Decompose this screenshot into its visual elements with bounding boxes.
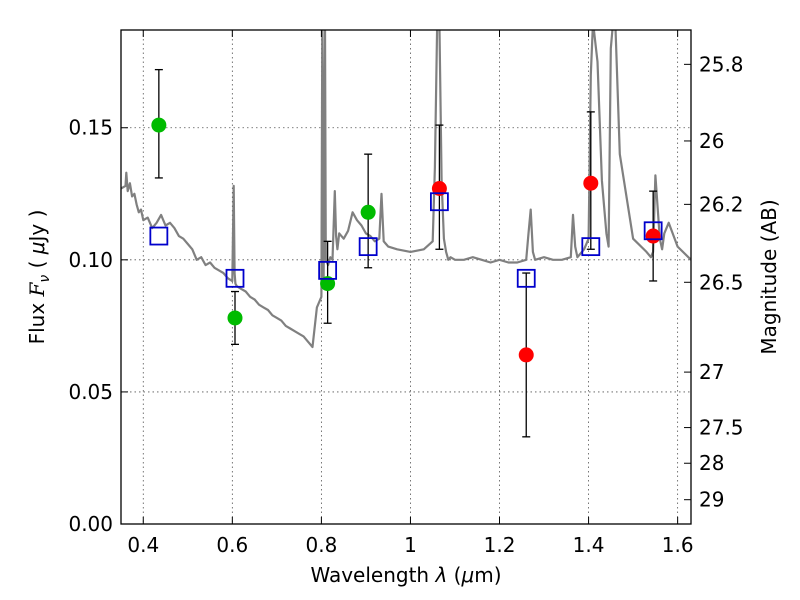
green-observations-point xyxy=(151,117,167,133)
right-tick-label: 29 xyxy=(699,488,724,512)
y-axis-title-unit-rest: Jy ) xyxy=(25,210,49,244)
y-axis-title-unit-open: ( xyxy=(25,254,49,275)
model-photometry-point xyxy=(429,192,449,212)
y-tick-label: 0.00 xyxy=(68,512,113,536)
x-tick-label: 1.6 xyxy=(662,533,694,557)
y-tick-label: 0.05 xyxy=(68,380,113,404)
y-axis-title-symbol: F xyxy=(25,281,49,297)
model-photometry-point xyxy=(318,260,338,280)
right-axis-title: Magnitude (AB) xyxy=(757,199,781,354)
x-tick-label: 0.4 xyxy=(127,533,159,557)
red-observations-point xyxy=(518,347,534,363)
red-observations-point xyxy=(431,181,447,197)
x-axis-title-unit-open: ( xyxy=(447,563,461,587)
right-tick-label: 27.5 xyxy=(699,416,744,440)
y-tick-label: 0.15 xyxy=(68,116,113,140)
template-spectrum-line xyxy=(121,30,691,349)
model-photometry-point xyxy=(225,268,245,288)
axis-ticks-layer: 0.4 0.6 0.8 1 1.2 1.4 1.6 0.00 0.05 0.10 0.15 25.8 2… xyxy=(68,30,744,557)
right-tick-label: 26.5 xyxy=(699,270,744,294)
green-observations-point xyxy=(227,310,243,326)
right-tick-label: 25.8 xyxy=(699,52,744,76)
x-tick-label: 1.4 xyxy=(573,533,605,557)
y-axis-title: Flux Fν ( μJy ) xyxy=(25,210,53,345)
green-observations-point xyxy=(360,204,376,220)
y-axis-title-sub: ν xyxy=(37,275,53,283)
x-tick-label: 0.6 xyxy=(216,533,248,557)
x-axis-title-unit-rest: m) xyxy=(474,563,501,587)
model-photometry-point xyxy=(516,268,536,288)
x-axis-title: Wavelength λ (μm) xyxy=(310,563,501,587)
x-axis-title-unit-mu: μ xyxy=(460,563,474,587)
y-tick-label: 0.10 xyxy=(68,248,113,272)
template-spectrum-layer xyxy=(121,30,691,349)
right-tick-label: 27 xyxy=(699,360,724,384)
x-axis-title-lambda: λ xyxy=(434,563,447,587)
red-observations-point xyxy=(645,228,661,244)
plot-frame xyxy=(120,29,692,525)
right-tick-label: 26 xyxy=(699,129,724,153)
model-photometry-point xyxy=(358,237,378,257)
markers-layer xyxy=(149,117,663,363)
grid-lines xyxy=(121,30,691,525)
x-axis-title-prefix: Wavelength xyxy=(310,563,435,587)
right-tick-label: 26.2 xyxy=(699,192,744,216)
model-photometry-point xyxy=(149,226,169,246)
x-tick-label: 0.8 xyxy=(305,533,337,557)
y-axis-title-unit-mu: μ xyxy=(25,241,49,255)
x-tick-label: 1.2 xyxy=(484,533,516,557)
x-tick-label: 1 xyxy=(404,533,417,557)
right-tick-label: 28 xyxy=(699,451,724,475)
red-observations-point xyxy=(583,175,599,191)
model-photometry-point xyxy=(643,221,663,241)
green-observations-point xyxy=(320,276,336,292)
model-photometry-point xyxy=(581,237,601,257)
y-axis-title-prefix: Flux xyxy=(25,296,49,344)
